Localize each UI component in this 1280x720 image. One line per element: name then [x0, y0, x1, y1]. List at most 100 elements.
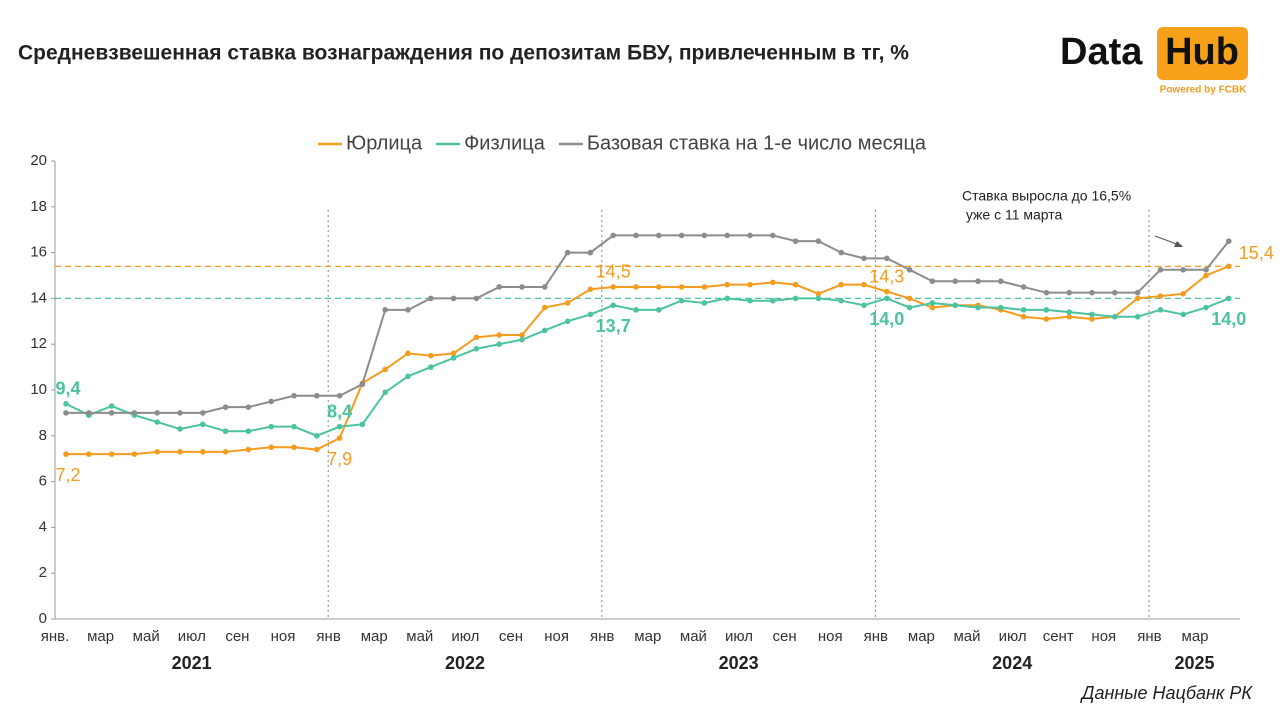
y-tick-label: 16 [30, 244, 47, 261]
data-point [747, 297, 753, 304]
data-point [792, 295, 799, 302]
data-point [359, 381, 366, 388]
data-point [656, 232, 662, 239]
y-tick-label: 18 [30, 198, 47, 215]
data-point [1203, 304, 1209, 311]
data-point [336, 392, 343, 399]
x-tick-label: сен [773, 628, 797, 645]
data-point [131, 410, 138, 416]
data-point [770, 232, 776, 239]
data-point [770, 279, 776, 286]
logo-left: Data [1060, 31, 1143, 73]
source: Данные Нацбанк РК [1080, 683, 1254, 703]
data-point [222, 449, 229, 455]
data-point [519, 336, 525, 343]
data-point [336, 423, 343, 430]
data-point [154, 410, 160, 416]
y-tick-label: 20 [30, 152, 47, 169]
data-point [861, 302, 867, 309]
data-point [108, 410, 115, 416]
y-tick-label: 8 [39, 427, 47, 444]
logo-tagline: Powered by FCBK [1160, 85, 1247, 96]
data-point [1043, 307, 1050, 313]
data-point [63, 410, 69, 416]
data-point [245, 446, 252, 453]
annotation-arrowhead [1174, 241, 1183, 247]
data-point [701, 300, 708, 306]
data-point [291, 423, 297, 430]
year-label: 2025 [1174, 653, 1214, 673]
data-point [450, 355, 457, 361]
data-point [359, 421, 366, 428]
x-tick-label: янв. [41, 628, 70, 645]
year-label: 2022 [445, 653, 485, 673]
data-point [975, 304, 981, 311]
data-point [314, 446, 320, 453]
data-point [405, 373, 411, 380]
data-point [906, 295, 913, 302]
data-point [1066, 313, 1072, 320]
data-point [450, 350, 457, 357]
series-line [66, 265, 1230, 456]
data-point [998, 304, 1004, 311]
year-label: 2024 [992, 653, 1032, 673]
series-line [65, 297, 1230, 437]
series-line [66, 234, 1230, 414]
data-point [678, 284, 685, 290]
data-point [906, 266, 913, 273]
data-point [1020, 307, 1027, 313]
logo: Data Hub Powered by FCBK [1060, 27, 1248, 96]
data-point [1043, 316, 1050, 322]
data-point [63, 400, 69, 407]
data-point [587, 286, 594, 293]
data-point [496, 332, 503, 338]
data-point [108, 403, 115, 409]
value-label: 9,4 [55, 378, 80, 398]
data-point [1112, 313, 1118, 320]
data-point [998, 278, 1004, 285]
data-point [678, 297, 685, 304]
data-point [838, 297, 844, 304]
data-point [405, 350, 411, 357]
x-tick-label: мар [87, 628, 114, 645]
data-point [633, 232, 639, 239]
data-point [1226, 295, 1232, 302]
data-point [564, 300, 571, 306]
data-point [382, 307, 389, 313]
data-point [1203, 266, 1209, 273]
value-label: 13,7 [596, 316, 631, 336]
data-point [587, 311, 594, 318]
data-point [747, 232, 753, 239]
data-point [154, 449, 160, 455]
data-point [1226, 238, 1232, 244]
y-tick-label: 4 [39, 518, 47, 535]
data-point [542, 284, 548, 290]
year-label: 2021 [172, 653, 212, 673]
data-point [610, 232, 616, 239]
data-point [1043, 289, 1050, 296]
data-point [1020, 313, 1027, 320]
data-point [268, 423, 275, 430]
data-point [1226, 263, 1232, 270]
annotation: Ставка выросла до 16,5% [962, 188, 1131, 204]
data-point [1157, 293, 1164, 299]
value-label: 14,5 [596, 262, 631, 282]
x-tick-label: янв [1137, 628, 1161, 645]
data-point [587, 249, 594, 256]
data-point [1134, 313, 1141, 320]
data-point [1089, 316, 1095, 322]
data-point [222, 428, 229, 435]
chart-title: Средневзвешенная ставка вознаграждения п… [18, 42, 909, 65]
data-point [1203, 272, 1209, 279]
y-tick-label: 0 [39, 610, 47, 627]
data-point [268, 444, 275, 451]
data-point [496, 341, 503, 348]
data-point [405, 307, 411, 313]
data-point [1134, 295, 1141, 302]
x-tick-label: июл [451, 628, 479, 645]
data-point [861, 281, 867, 288]
x-tick-label: ноя [544, 628, 569, 645]
x-tick-label: сен [499, 628, 523, 645]
data-point [200, 449, 206, 455]
data-point [656, 307, 662, 313]
